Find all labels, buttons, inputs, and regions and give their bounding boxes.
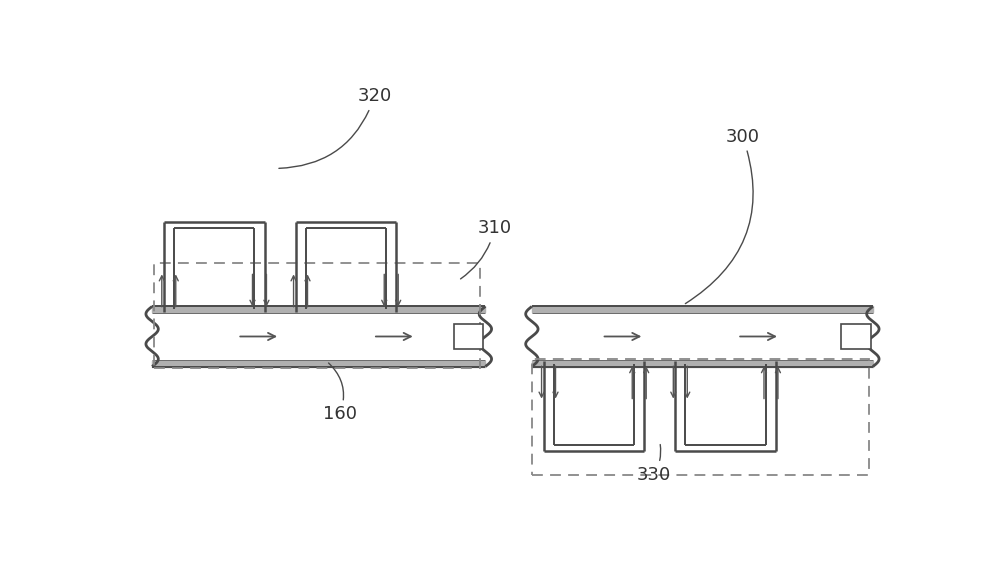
Bar: [154, 262, 480, 368]
Text: 160: 160: [323, 363, 357, 423]
Text: 310: 310: [461, 219, 512, 279]
Text: 320: 320: [279, 87, 392, 168]
Bar: [532, 359, 869, 475]
Bar: [454, 324, 483, 349]
Text: 330: 330: [637, 445, 671, 484]
Text: 300: 300: [685, 127, 760, 304]
Bar: [841, 324, 871, 349]
